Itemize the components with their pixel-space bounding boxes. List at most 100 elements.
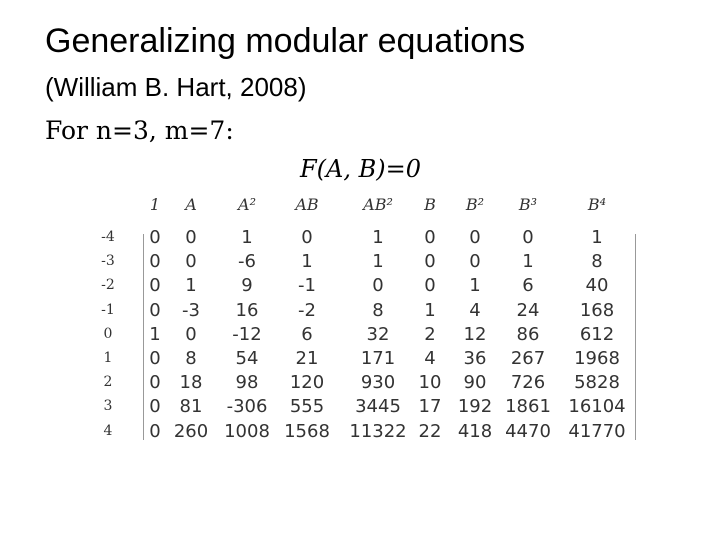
row-label: -3 bbox=[101, 253, 115, 270]
row-label: 1 bbox=[103, 350, 113, 366]
matrix-cell: 260 bbox=[173, 420, 209, 442]
matrix-cell: 4470 bbox=[505, 420, 551, 442]
matrix-cell: 1568 bbox=[284, 420, 330, 442]
matrix-cell: 32 bbox=[366, 323, 390, 345]
matrix-cell: 8 bbox=[185, 348, 197, 369]
column-header: B bbox=[424, 195, 436, 214]
matrix-cell: -2 bbox=[298, 299, 316, 321]
matrix-cell: 8 bbox=[372, 299, 384, 321]
matrix-cell: -3 bbox=[182, 299, 200, 321]
matrix-cell: 1968 bbox=[574, 348, 620, 369]
matrix-cell: 0 bbox=[149, 372, 161, 394]
matrix-cell: 0 bbox=[424, 251, 436, 273]
matrix-cell: 1 bbox=[469, 275, 481, 297]
matrix-cell: 24 bbox=[516, 299, 540, 321]
matrix-cell: 267 bbox=[510, 348, 546, 369]
matrix-cell: 0 bbox=[185, 227, 197, 248]
matrix-cell: 1 bbox=[591, 227, 603, 248]
matrix-cell: -6 bbox=[238, 251, 256, 273]
matrix-cell: 21 bbox=[295, 348, 319, 369]
title: Generalizing modular equations bbox=[45, 22, 526, 60]
row-label: 2 bbox=[103, 374, 113, 391]
column-header: 1 bbox=[149, 195, 161, 214]
matrix-cell: 90 bbox=[463, 372, 487, 394]
matrix-cell: 418 bbox=[457, 420, 493, 442]
matrix-cell: 0 bbox=[149, 348, 161, 369]
matrix-cell: 8 bbox=[591, 251, 603, 273]
matrix-cell: 1 bbox=[301, 251, 313, 273]
matrix-cell: 41770 bbox=[568, 420, 626, 442]
matrix-cell: 555 bbox=[289, 396, 325, 418]
matrix-cell: 0 bbox=[149, 251, 161, 273]
row-label: 3 bbox=[103, 398, 113, 415]
matrix-cell: 4 bbox=[424, 348, 436, 369]
matrix-cell: 1861 bbox=[505, 396, 551, 418]
matrix-cell: 6 bbox=[522, 275, 534, 297]
matrix-cell: 1 bbox=[241, 227, 253, 248]
matrix-cell: 0 bbox=[522, 227, 534, 248]
matrix-cell: 11322 bbox=[349, 420, 407, 442]
matrix-cell: 10 bbox=[418, 372, 442, 394]
row-label: -4 bbox=[101, 229, 115, 245]
column-header: AB² bbox=[363, 195, 393, 214]
matrix-cell: 1 bbox=[522, 251, 534, 273]
matrix-cell: 1008 bbox=[224, 420, 270, 442]
matrix-cell: 0 bbox=[149, 420, 161, 442]
matrix-cell: 930 bbox=[360, 372, 396, 394]
matrix-cell: 1 bbox=[424, 299, 436, 321]
matrix-cell: 54 bbox=[235, 348, 259, 369]
matrix-cell: 12 bbox=[463, 323, 487, 345]
intro-text: For n=3, m=7: bbox=[45, 116, 234, 145]
matrix-cell: 16 bbox=[235, 299, 259, 321]
matrix-cell: 16104 bbox=[568, 396, 626, 418]
matrix-cell: -306 bbox=[226, 396, 268, 418]
matrix-cell: 0 bbox=[149, 299, 161, 321]
matrix-cell: 192 bbox=[457, 396, 493, 418]
matrix-cell: 9 bbox=[241, 275, 253, 297]
matrix-cell: 0 bbox=[185, 323, 197, 345]
column-header: A² bbox=[238, 195, 256, 214]
matrix-cell: 0 bbox=[424, 275, 436, 297]
row-label: 4 bbox=[103, 422, 113, 439]
matrix-cell: 86 bbox=[516, 323, 540, 345]
column-header: B⁴ bbox=[587, 195, 607, 214]
matrix-cell: 1 bbox=[372, 227, 384, 248]
matrix-cell: 17 bbox=[418, 396, 442, 418]
matrix-cell: 0 bbox=[372, 275, 384, 297]
matrix-cell: 98 bbox=[235, 372, 259, 394]
matrix-cell: 3445 bbox=[355, 396, 401, 418]
matrix-cell: 120 bbox=[289, 372, 325, 394]
matrix-cell: 5828 bbox=[574, 372, 620, 394]
matrix-cell: -1 bbox=[298, 275, 316, 297]
matrix-cell: 4 bbox=[469, 299, 481, 321]
row-label: 0 bbox=[103, 325, 113, 342]
matrix-cell: 2 bbox=[424, 323, 436, 345]
matrix-cell: 0 bbox=[424, 227, 436, 248]
column-header: AB bbox=[295, 195, 319, 214]
matrix-cell: 0 bbox=[149, 396, 161, 418]
matrix-cell: 0 bbox=[301, 227, 313, 248]
matrix-cell: 1 bbox=[149, 323, 161, 345]
equation: F(A, B)=0 bbox=[300, 155, 421, 183]
matrix-cell: 1 bbox=[372, 251, 384, 273]
matrix-cell: 0 bbox=[469, 251, 481, 273]
matrix-cell: 171 bbox=[360, 348, 396, 369]
row-label: -1 bbox=[101, 301, 115, 318]
matrix-cell: 168 bbox=[579, 299, 615, 321]
matrix-cell: 18 bbox=[179, 372, 203, 394]
matrix-cell: 0 bbox=[469, 227, 481, 248]
matrix-cell: 36 bbox=[463, 348, 487, 369]
column-header: A bbox=[185, 195, 197, 214]
row-label: -2 bbox=[101, 277, 115, 294]
matrix-cell: 81 bbox=[179, 396, 203, 418]
matrix-cell: 0 bbox=[149, 227, 161, 248]
matrix-cell: 1 bbox=[185, 275, 197, 297]
matrix-cell: 0 bbox=[149, 275, 161, 297]
matrix-bracket-right bbox=[635, 234, 636, 440]
column-header: B² bbox=[465, 195, 485, 214]
matrix-cell: 0 bbox=[185, 251, 197, 273]
matrix-cell: -12 bbox=[232, 323, 262, 345]
matrix-cell: 726 bbox=[510, 372, 546, 394]
subtitle: (William B. Hart, 2008) bbox=[45, 72, 307, 102]
